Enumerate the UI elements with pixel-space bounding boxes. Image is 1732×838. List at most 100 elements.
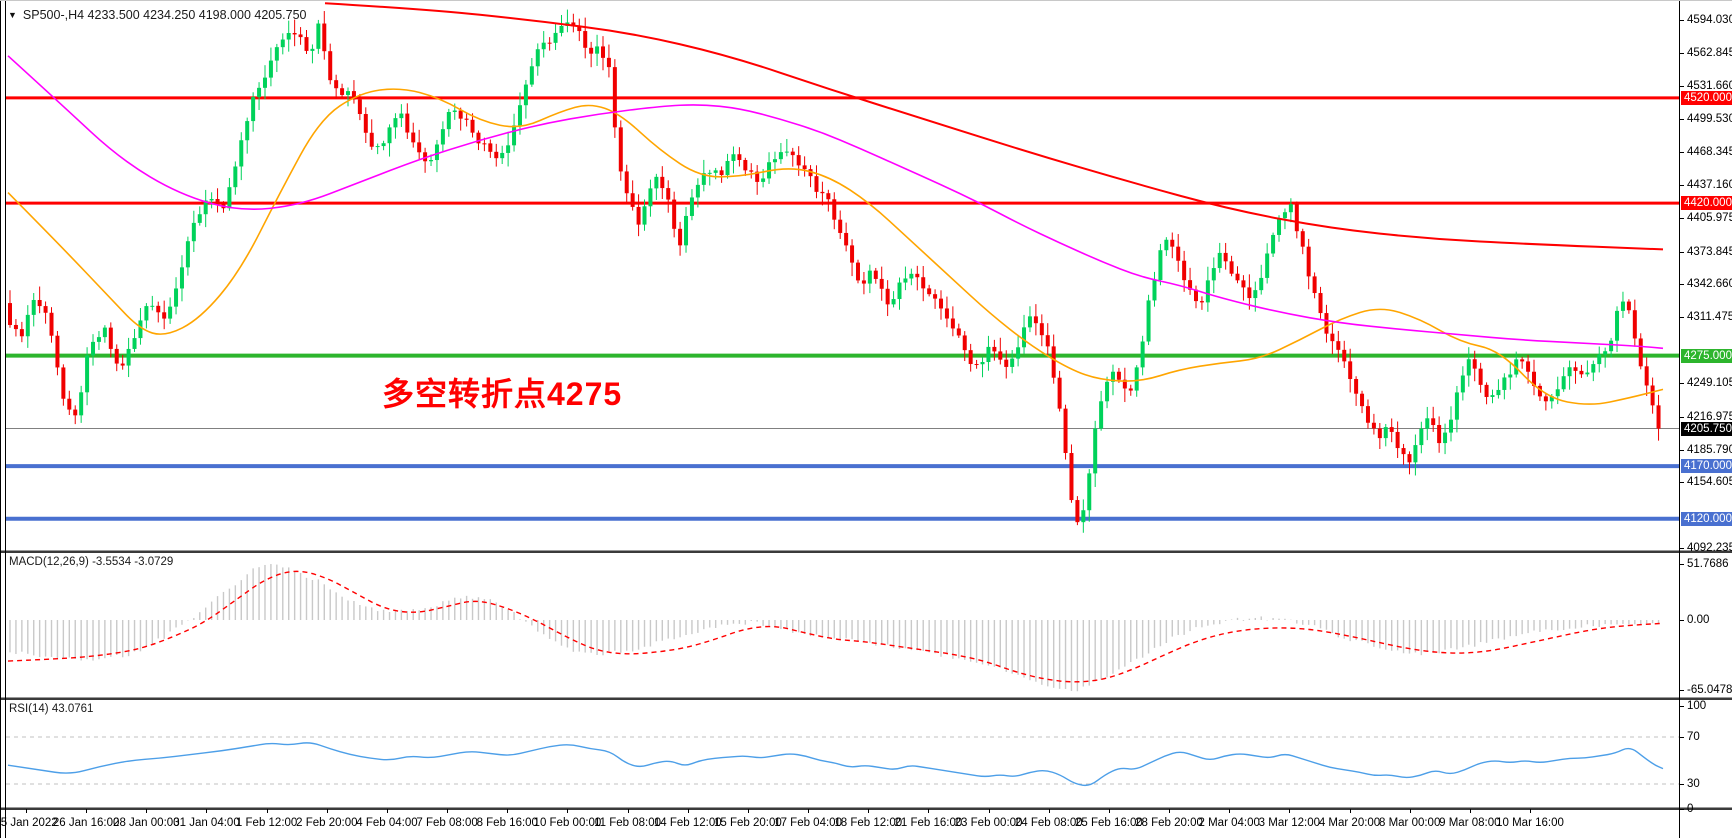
price-axis-label: 4437.160 <box>1687 179 1732 192</box>
candle-body <box>1348 361 1353 380</box>
rsi-axis-label: 100 <box>1687 700 1707 712</box>
candle-body <box>719 170 724 176</box>
time-axis-label[interactable]: 23 Feb 00:00 <box>954 817 1023 829</box>
time-axis-label[interactable]: 2 Mar 04:00 <box>1198 817 1260 829</box>
candle-body <box>1075 500 1080 523</box>
rsi-axis-label: 70 <box>1687 731 1700 743</box>
price-axis-tick <box>1680 251 1684 253</box>
time-axis-label[interactable]: 2 Feb 20:00 <box>296 817 358 829</box>
time-axis-tick <box>206 809 208 813</box>
price-axis-label: 4311.475 <box>1687 311 1732 324</box>
time-axis-label[interactable]: 3 Mar 12:00 <box>1258 817 1321 829</box>
candle-body <box>1033 316 1038 324</box>
candle-body <box>298 34 303 38</box>
price-axis-tick <box>1680 284 1684 286</box>
candle-body <box>885 288 890 305</box>
candle-body <box>174 288 179 307</box>
candle-body <box>630 193 635 207</box>
time-axis-label[interactable]: 10 Feb 00:00 <box>533 817 602 829</box>
candle-body <box>1116 371 1121 380</box>
time-axis-label[interactable]: 26 Jan 16:00 <box>52 817 120 829</box>
candle-body <box>351 91 356 100</box>
candle-body <box>1401 448 1406 455</box>
candle-body <box>636 206 641 225</box>
candle-body <box>956 328 961 336</box>
time-axis-label[interactable]: 8 Mar 00:00 <box>1378 817 1441 829</box>
macd-axis-tick <box>1680 620 1684 621</box>
time-axis-label[interactable]: 21 Feb 16:00 <box>894 817 963 829</box>
macd-indicator-panel[interactable] <box>0 552 1680 697</box>
candle-body <box>927 288 932 295</box>
time-axis-label[interactable]: 4 Mar 20:00 <box>1318 817 1381 829</box>
candle-body <box>19 329 24 337</box>
time-axis-label[interactable]: 25 Feb 16:00 <box>1074 817 1143 829</box>
price-axis-tick <box>1680 119 1684 121</box>
candle-body <box>102 327 107 338</box>
candle-body <box>731 154 736 161</box>
candle-body <box>1318 293 1323 314</box>
price-axis-tick <box>1680 382 1684 384</box>
candle-body <box>168 306 173 319</box>
time-axis-label[interactable]: 4 Feb 04:00 <box>356 817 418 829</box>
time-axis-label[interactable]: 28 Jan 00:00 <box>113 817 180 829</box>
time-axis-label[interactable]: 15 Feb 20:00 <box>714 817 782 829</box>
price-axis-label: 4562.845 <box>1687 46 1732 59</box>
candle-body <box>1413 445 1418 463</box>
candle-body <box>1520 359 1525 362</box>
candle-body <box>476 132 481 144</box>
candle-body <box>553 32 558 43</box>
candle-body <box>1205 280 1210 303</box>
candle-body <box>1508 374 1513 378</box>
time-axis-label[interactable]: 17 Feb 04:00 <box>774 817 842 829</box>
time-axis-label[interactable]: 1 Feb 12:00 <box>235 817 298 829</box>
candle-body <box>761 178 766 182</box>
candle-body <box>749 170 754 172</box>
time-axis-tick <box>26 809 27 813</box>
price-axis-line[interactable] <box>1679 1 1680 838</box>
candle-body <box>1591 364 1596 373</box>
candle-body <box>1069 453 1074 501</box>
time-axis-label[interactable]: 24 Feb 08:00 <box>1014 817 1083 829</box>
candle-body <box>1217 252 1222 269</box>
candle-body <box>796 155 801 166</box>
candle-body <box>784 151 789 153</box>
time-axis-label[interactable]: 8 Feb 16:00 <box>476 817 538 829</box>
candle-body <box>1140 341 1145 368</box>
candle-body <box>1330 333 1335 342</box>
time-axis-label[interactable]: 28 Feb 20:00 <box>1135 817 1203 829</box>
candle-body <box>67 398 72 410</box>
candle-body <box>1425 418 1430 429</box>
rsi-line <box>7 742 1664 787</box>
rsi-indicator-panel[interactable] <box>0 699 1680 807</box>
main-price-chart[interactable] <box>0 1 1680 552</box>
candle-body <box>203 200 208 215</box>
candle-body <box>340 88 345 95</box>
candle-body <box>375 146 380 148</box>
time-axis-label[interactable]: 18 Feb 12:00 <box>834 817 903 829</box>
price-axis-label: 4342.660 <box>1687 278 1732 291</box>
candle-body <box>1223 252 1228 262</box>
panel-separator-rsi[interactable] <box>0 697 1732 700</box>
time-axis-label[interactable]: 11 Feb 08:00 <box>594 817 662 829</box>
candle-body <box>772 159 777 163</box>
candle-body <box>1437 424 1442 444</box>
panel-separator-macd[interactable] <box>0 550 1732 553</box>
time-axis-label[interactable]: 14 Feb 12:00 <box>653 817 722 829</box>
symbol-dropdown-icon[interactable]: ▼ <box>8 10 17 20</box>
candle-body <box>1146 300 1151 342</box>
time-axis-label[interactable]: 7 Feb 08:00 <box>416 817 478 829</box>
time-axis-label[interactable]: 9 Mar 08:00 <box>1439 817 1501 829</box>
candle-body <box>304 37 309 51</box>
ma-slow-red-line <box>324 2 1664 251</box>
candle-body <box>1579 370 1584 375</box>
candle-body <box>1259 277 1264 291</box>
time-axis-label[interactable]: 25 Jan 2022 <box>0 817 58 829</box>
candle-body <box>1609 340 1614 352</box>
candle-body <box>814 176 819 192</box>
time-axis-label[interactable]: 31 Jan 04:00 <box>173 817 240 829</box>
candle-body <box>601 46 605 58</box>
time-axis-label[interactable]: 10 Mar 16:00 <box>1496 817 1564 829</box>
candle-body <box>986 346 991 362</box>
candle-body <box>1229 261 1234 274</box>
